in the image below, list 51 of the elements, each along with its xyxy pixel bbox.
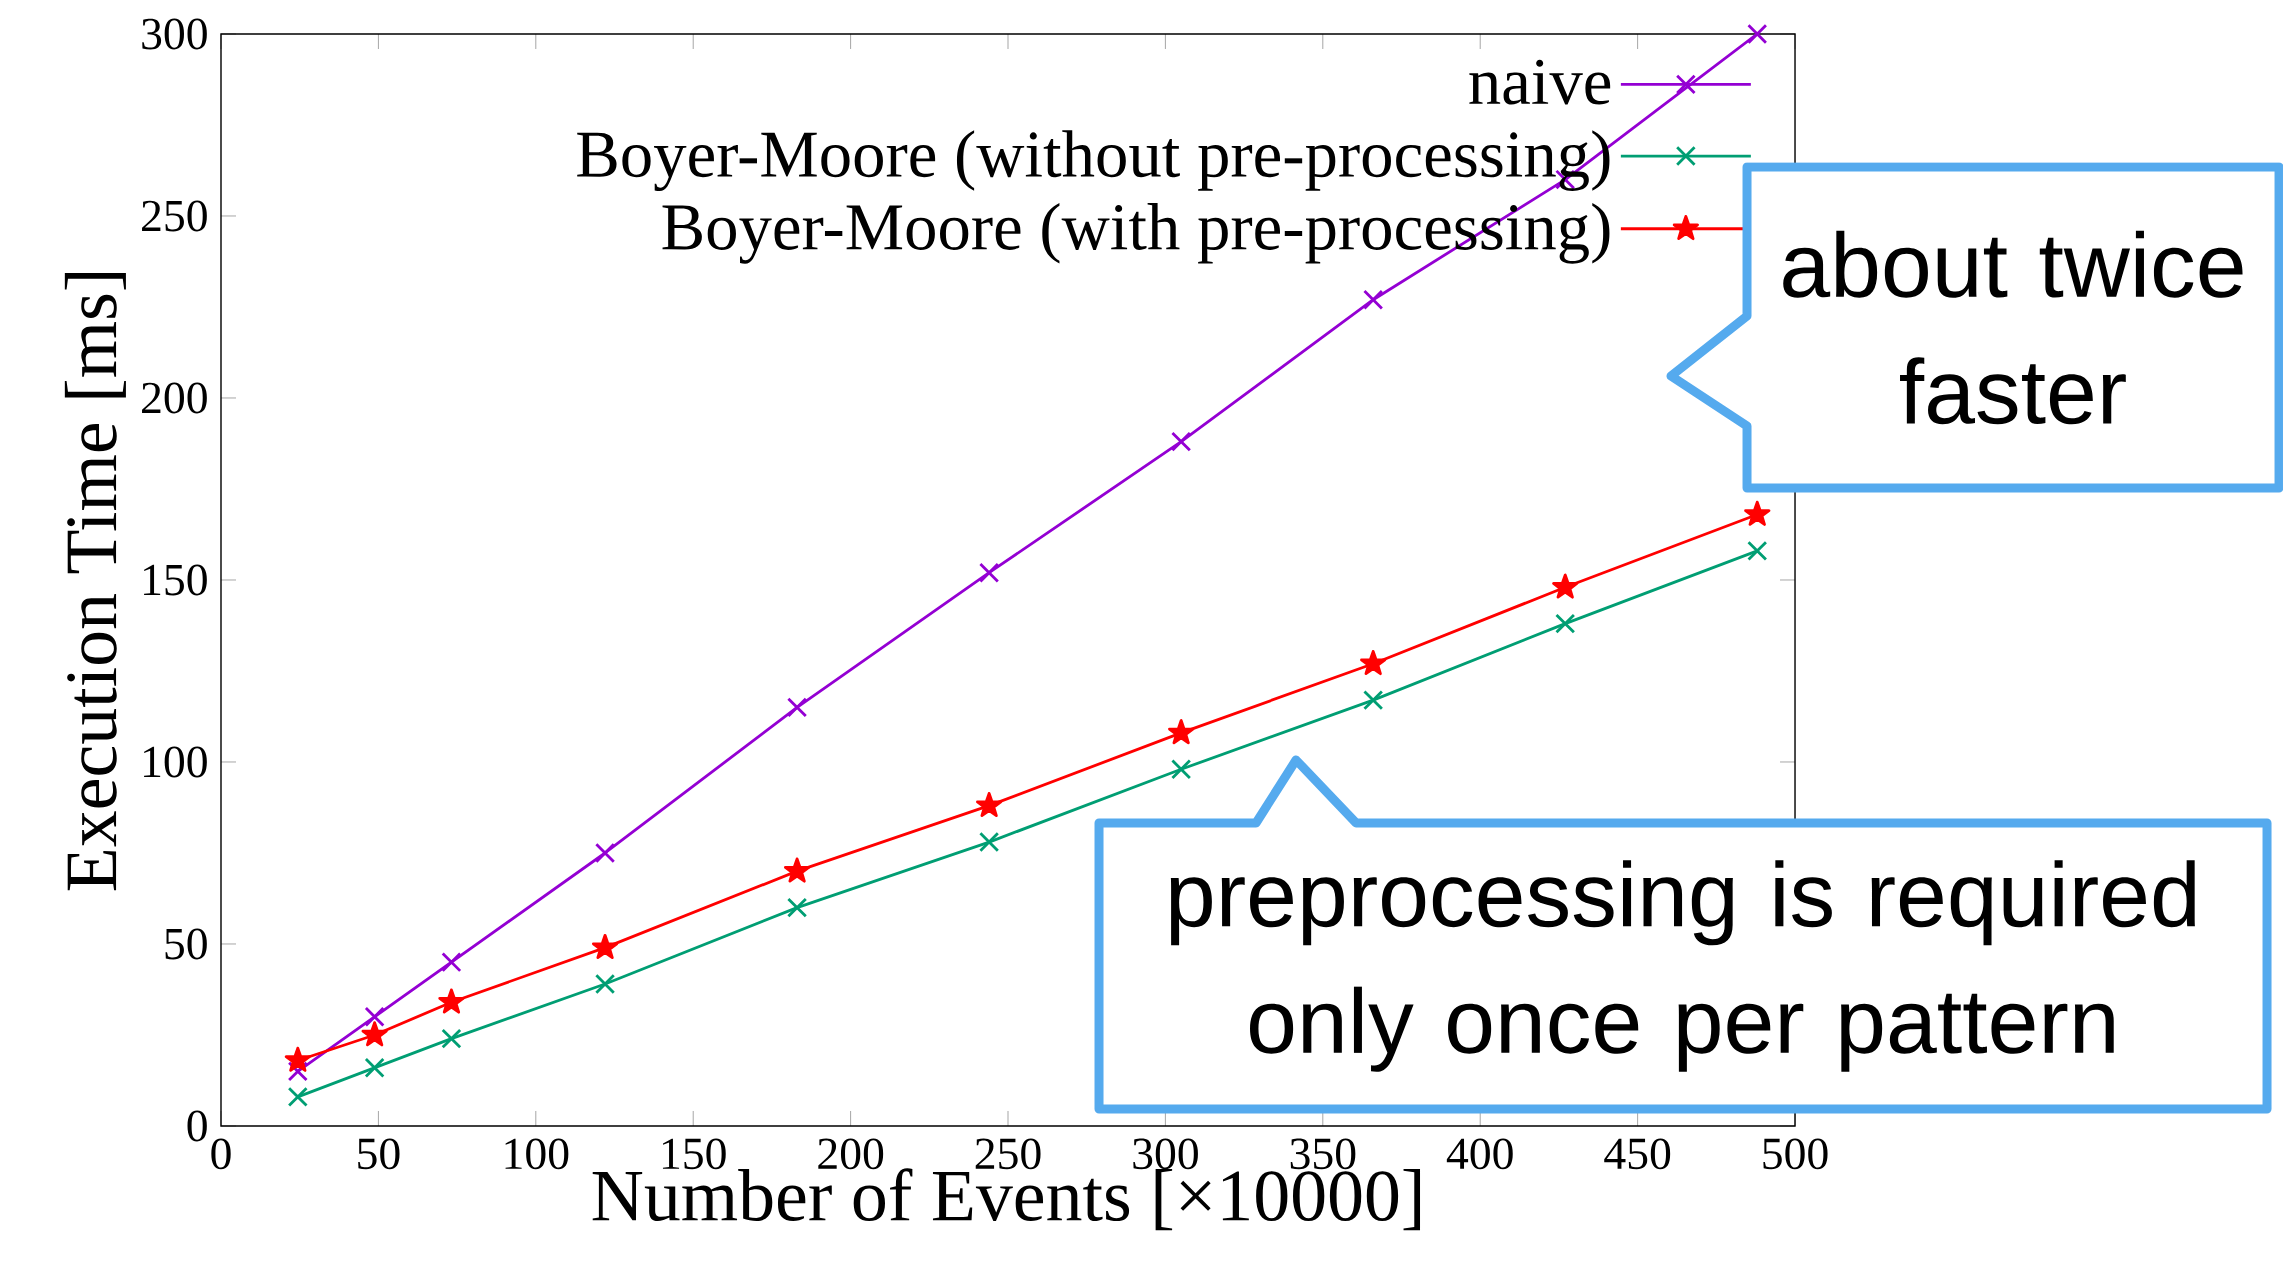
point: [591, 933, 619, 959]
point: [441, 952, 462, 973]
point: [1744, 500, 1771, 526]
point: [1363, 289, 1384, 310]
x-tick-label: 200: [818, 1138, 884, 1170]
y-tick-label: 100: [144, 746, 207, 778]
point: [1171, 759, 1192, 780]
point: [1363, 689, 1384, 711]
x-tick-label: 50: [358, 1138, 400, 1170]
y-tick-label: 250: [142, 200, 207, 232]
point: [364, 1057, 385, 1078]
legend-label: naive: [1469, 59, 1611, 105]
point: [441, 1028, 462, 1049]
point: [1168, 719, 1195, 745]
x-tick-label: 100: [505, 1138, 569, 1170]
x-tick-label: 0: [211, 1138, 231, 1170]
point: [594, 973, 616, 995]
point: [1747, 540, 1768, 561]
y-tick-label: 0: [187, 1110, 207, 1142]
point: [1555, 613, 1576, 634]
point: [361, 1021, 388, 1047]
x-tick-label: 250: [975, 1138, 1041, 1170]
point: [786, 697, 808, 718]
y-tick-label: 150: [144, 564, 207, 596]
point: [287, 1086, 308, 1107]
y-tick-label: 300: [142, 18, 207, 50]
y-tick-label: 50: [165, 928, 207, 960]
point: [287, 1061, 308, 1082]
point: [976, 791, 1003, 818]
x-tick-label: 350: [1290, 1138, 1356, 1170]
annotation: preprocessing is required only once per pattern: [1170, 860, 2195, 1072]
point: [364, 1006, 385, 1027]
point: [979, 562, 1000, 583]
y-tick-label: 200: [142, 382, 207, 414]
x-tick-label: 150: [662, 1138, 726, 1170]
x-tick-label: 300: [1133, 1138, 1198, 1170]
point: [783, 857, 811, 883]
y-axis-title: Execution Time [ms]: [64, 273, 126, 891]
point: [438, 988, 465, 1014]
x-tick-label: 400: [1446, 1138, 1513, 1170]
point: [1552, 573, 1579, 599]
point: [979, 831, 1000, 853]
x-tick-label: 500: [1763, 1138, 1828, 1170]
point: [1360, 649, 1387, 676]
point: [594, 842, 616, 864]
point: [1171, 431, 1192, 452]
x-tick-label: 450: [1604, 1138, 1671, 1170]
point: [786, 897, 808, 918]
annotation: about twice faster: [1783, 230, 2243, 425]
point: [284, 1046, 311, 1072]
point: [1747, 23, 1768, 45]
